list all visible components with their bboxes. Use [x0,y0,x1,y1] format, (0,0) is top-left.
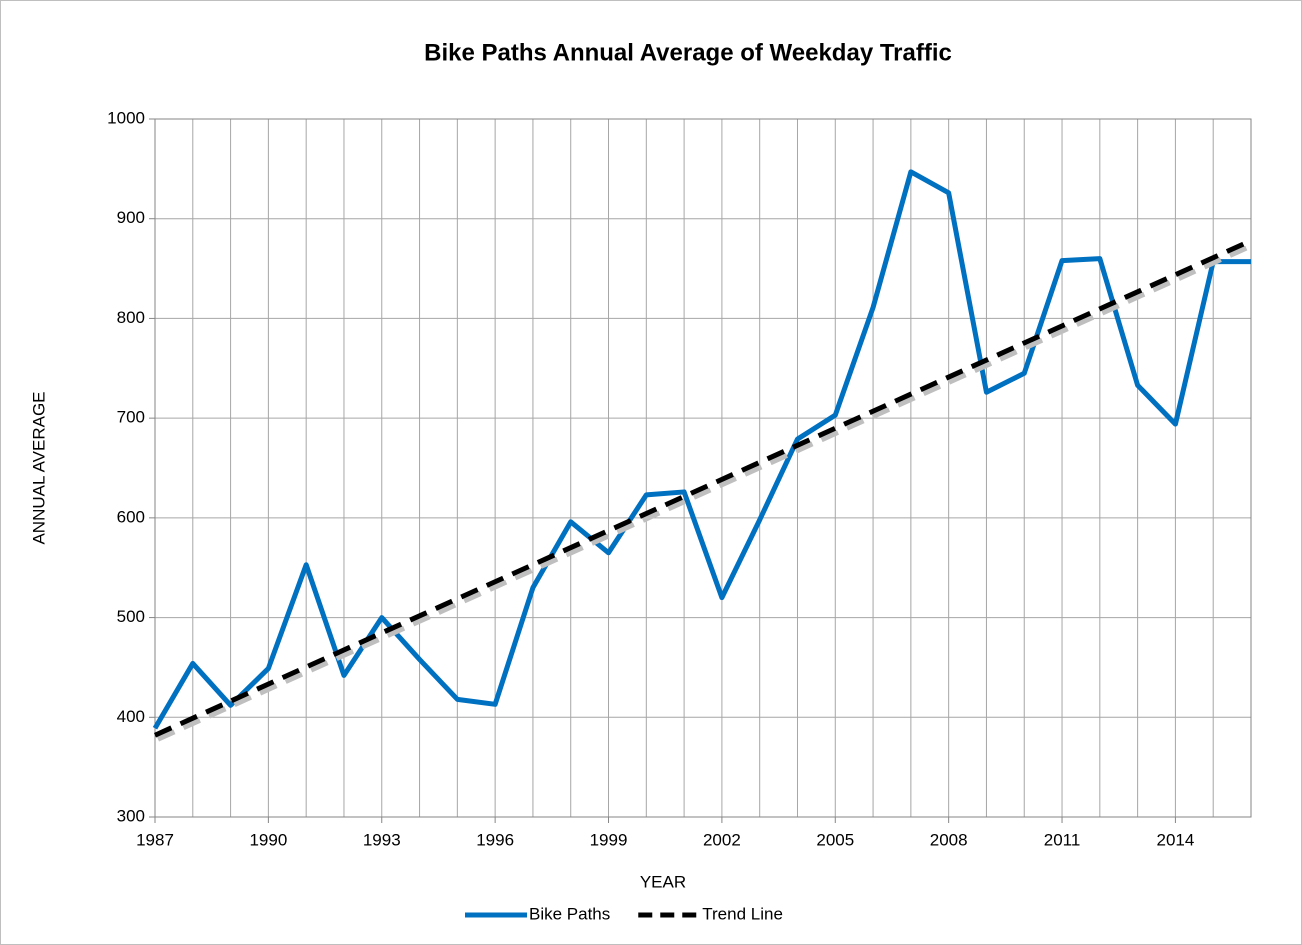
legend-label: Bike Paths [529,904,610,923]
x-tick-label: 2002 [703,830,741,849]
y-tick-label: 1000 [107,108,145,127]
legend-label: Trend Line [702,904,783,923]
chart-title: Bike Paths Annual Average of Weekday Tra… [424,39,952,66]
x-tick-label: 2014 [1156,830,1194,849]
plot-area [155,119,1251,817]
y-tick-label: 900 [117,208,145,227]
x-axis-label: YEAR [640,872,686,891]
plot-border [154,118,1252,818]
x-tick-label: 1993 [363,830,401,849]
x-tick-label: 1996 [476,830,514,849]
trend-line [153,238,1253,738]
y-tick-label: 800 [117,308,145,327]
y-tick-label: 600 [117,507,145,526]
x-tick-label: 1999 [590,830,628,849]
y-tick-label: 500 [117,607,145,626]
y-axis-label: ANNUAL AVERAGE [29,391,48,544]
y-tick-label: 700 [117,408,145,427]
y-tick-label: 300 [117,806,145,825]
x-tick-label: 2011 [1044,830,1081,849]
x-tick-label: 1990 [249,830,287,849]
x-tick-label: 2005 [816,830,854,849]
trend-shadow [156,242,1256,742]
y-tick-label: 400 [117,707,145,726]
x-tick-label: 2008 [930,830,968,849]
x-tick-label: 1987 [136,830,174,849]
